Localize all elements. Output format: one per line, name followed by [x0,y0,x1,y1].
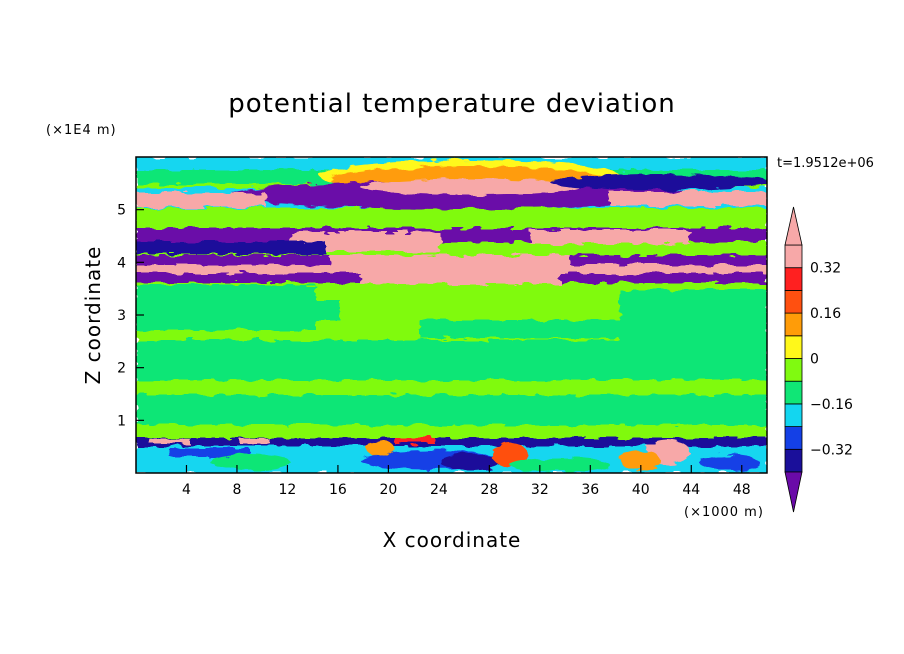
colorbar-bin [784,403,803,427]
colorbar-over-triangle [784,206,803,246]
y-tick-label: 1 [117,413,126,429]
y-axis-ticks: 1 2 3 4 5 [117,203,144,429]
x-tick-label: 48 [733,482,751,498]
colorbar-bin [784,380,803,405]
x-tick-label: 8 [232,482,241,498]
colorbar-bin [784,289,803,314]
x-tick-label: 40 [632,482,650,498]
x-tick-label: 32 [531,482,549,498]
colorbar-bin [784,244,803,269]
x-tick-label: 4 [182,482,191,498]
x-tick-label: 24 [430,482,448,498]
x-tick-label: 16 [329,482,347,498]
x-tick-label: 12 [279,482,297,498]
colorbar: 0.32 0.16 0 −0.16 −0.32 [784,206,853,513]
contour-field [136,157,767,473]
x-tick-label: 20 [379,482,397,498]
y-tick-label: 2 [117,361,126,377]
y-tick-label: 4 [117,255,126,271]
colorbar-label: 0.32 [810,261,841,277]
colorbar-bin [784,335,803,359]
x-tick-label: 44 [682,482,700,498]
colorbar-bin [784,267,803,291]
x-tick-label: 28 [480,482,498,498]
x-tick-label: 36 [581,482,599,498]
colorbar-label: 0.16 [810,306,841,322]
colorbar-bin [784,426,803,450]
colorbar-bin [784,312,803,337]
colorbar-label: 0 [810,352,819,368]
x-unit-label: (×1000 m) [684,505,764,520]
y-tick-label: 5 [117,203,126,219]
chart-title: potential temperature deviation [228,89,675,119]
colorbar-label: −0.16 [810,397,853,413]
colorbar-bin [784,448,803,473]
x-axis-ticks: 4 8 12 16 20 24 28 32 36 40 44 48 [182,465,751,498]
colorbar-label: −0.32 [810,442,853,458]
time-annotation: t=1.9512e+06 [777,156,874,171]
y-axis-label: Z coordinate [81,246,105,385]
y-tick-label: 3 [117,308,126,324]
y-unit-label: (×1E4 m) [46,123,117,138]
colorbar-bin [784,358,803,382]
x-axis-label: X coordinate [383,528,522,552]
colorbar-under-triangle [784,471,803,513]
